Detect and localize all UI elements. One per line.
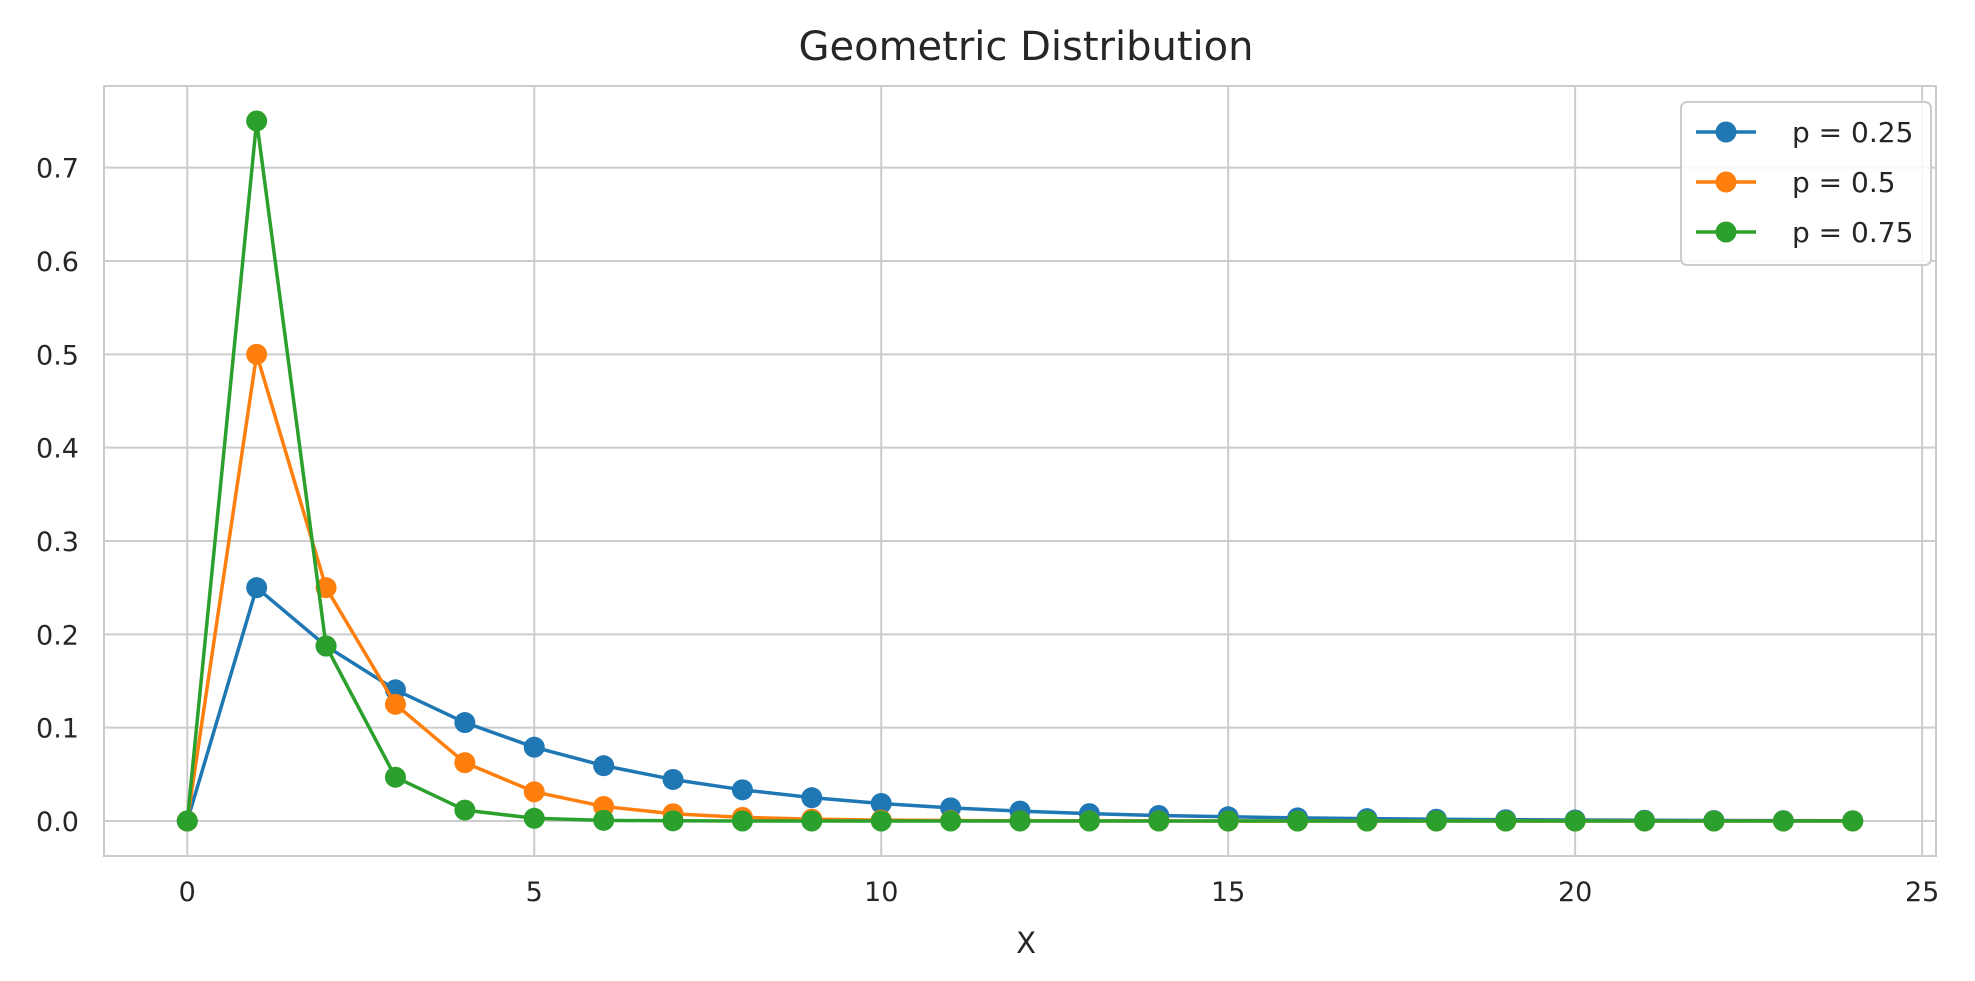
chart-title: Geometric Distribution [799, 24, 1254, 70]
data-point [1287, 810, 1309, 832]
y-tick-label: 0.2 [36, 620, 79, 651]
data-point [1009, 810, 1031, 832]
data-point [1495, 810, 1517, 832]
legend-label: p = 0.25 [1792, 116, 1913, 149]
data-point [384, 766, 406, 788]
data-point [801, 787, 823, 809]
legend-marker [1715, 221, 1737, 243]
data-point [454, 752, 476, 774]
y-tick-label: 0.7 [36, 154, 79, 185]
series-group [176, 110, 1864, 832]
legend: p = 0.25 p = 0.5 p = 0.75 [1680, 101, 1932, 266]
data-point [940, 810, 962, 832]
data-point [315, 635, 337, 657]
x-tick-label: 25 [1905, 877, 1939, 908]
series-layer [176, 110, 1864, 832]
legend-marker [1715, 121, 1737, 143]
data-point [1842, 810, 1864, 832]
data-point [593, 755, 615, 777]
data-point [870, 792, 892, 814]
x-axis-label: X [1016, 926, 1036, 960]
data-point [1703, 810, 1725, 832]
x-tick-label: 15 [1211, 877, 1245, 908]
data-point [1772, 810, 1794, 832]
data-point [801, 810, 823, 832]
x-tick-label: 5 [526, 877, 543, 908]
y-tick-label: 0.6 [36, 247, 79, 278]
data-point [176, 810, 198, 832]
data-point [246, 110, 268, 132]
data-point [454, 799, 476, 821]
data-point [523, 781, 545, 803]
legend-marker [1715, 171, 1737, 193]
data-point [870, 810, 892, 832]
data-point [1148, 810, 1170, 832]
data-point [1217, 810, 1239, 832]
y-tick-label: 0.1 [36, 714, 79, 745]
data-point [315, 577, 337, 599]
data-point [1356, 810, 1378, 832]
legend-label: p = 0.75 [1792, 216, 1913, 249]
data-point [593, 809, 615, 831]
data-point [384, 693, 406, 715]
x-tick-label: 10 [864, 877, 898, 908]
data-point [731, 810, 753, 832]
x-tick-label: 0 [179, 877, 196, 908]
data-point [1564, 810, 1586, 832]
y-tick-label: 0.3 [36, 527, 79, 558]
data-point [246, 343, 268, 365]
data-point [246, 577, 268, 599]
data-point [454, 712, 476, 734]
data-point [1425, 810, 1447, 832]
y-tick-label: 0.5 [36, 340, 79, 371]
data-point [523, 736, 545, 758]
data-point [662, 768, 684, 790]
data-point [662, 810, 684, 832]
y-tick-label: 0.0 [36, 807, 79, 838]
legend-label: p = 0.5 [1792, 166, 1896, 199]
plot-frame [103, 85, 1937, 857]
x-tick-labels: 0 5 10 15 20 25 [179, 877, 1940, 908]
data-point [731, 779, 753, 801]
data-point [523, 807, 545, 829]
legend-box [1680, 101, 1932, 266]
data-point [1078, 810, 1100, 832]
x-tick-label: 20 [1558, 877, 1592, 908]
y-tick-label: 0.4 [36, 434, 79, 465]
data-point [1634, 810, 1656, 832]
y-tick-labels: 0.0 0.1 0.2 0.3 0.4 0.5 0.6 0.7 [36, 154, 79, 838]
